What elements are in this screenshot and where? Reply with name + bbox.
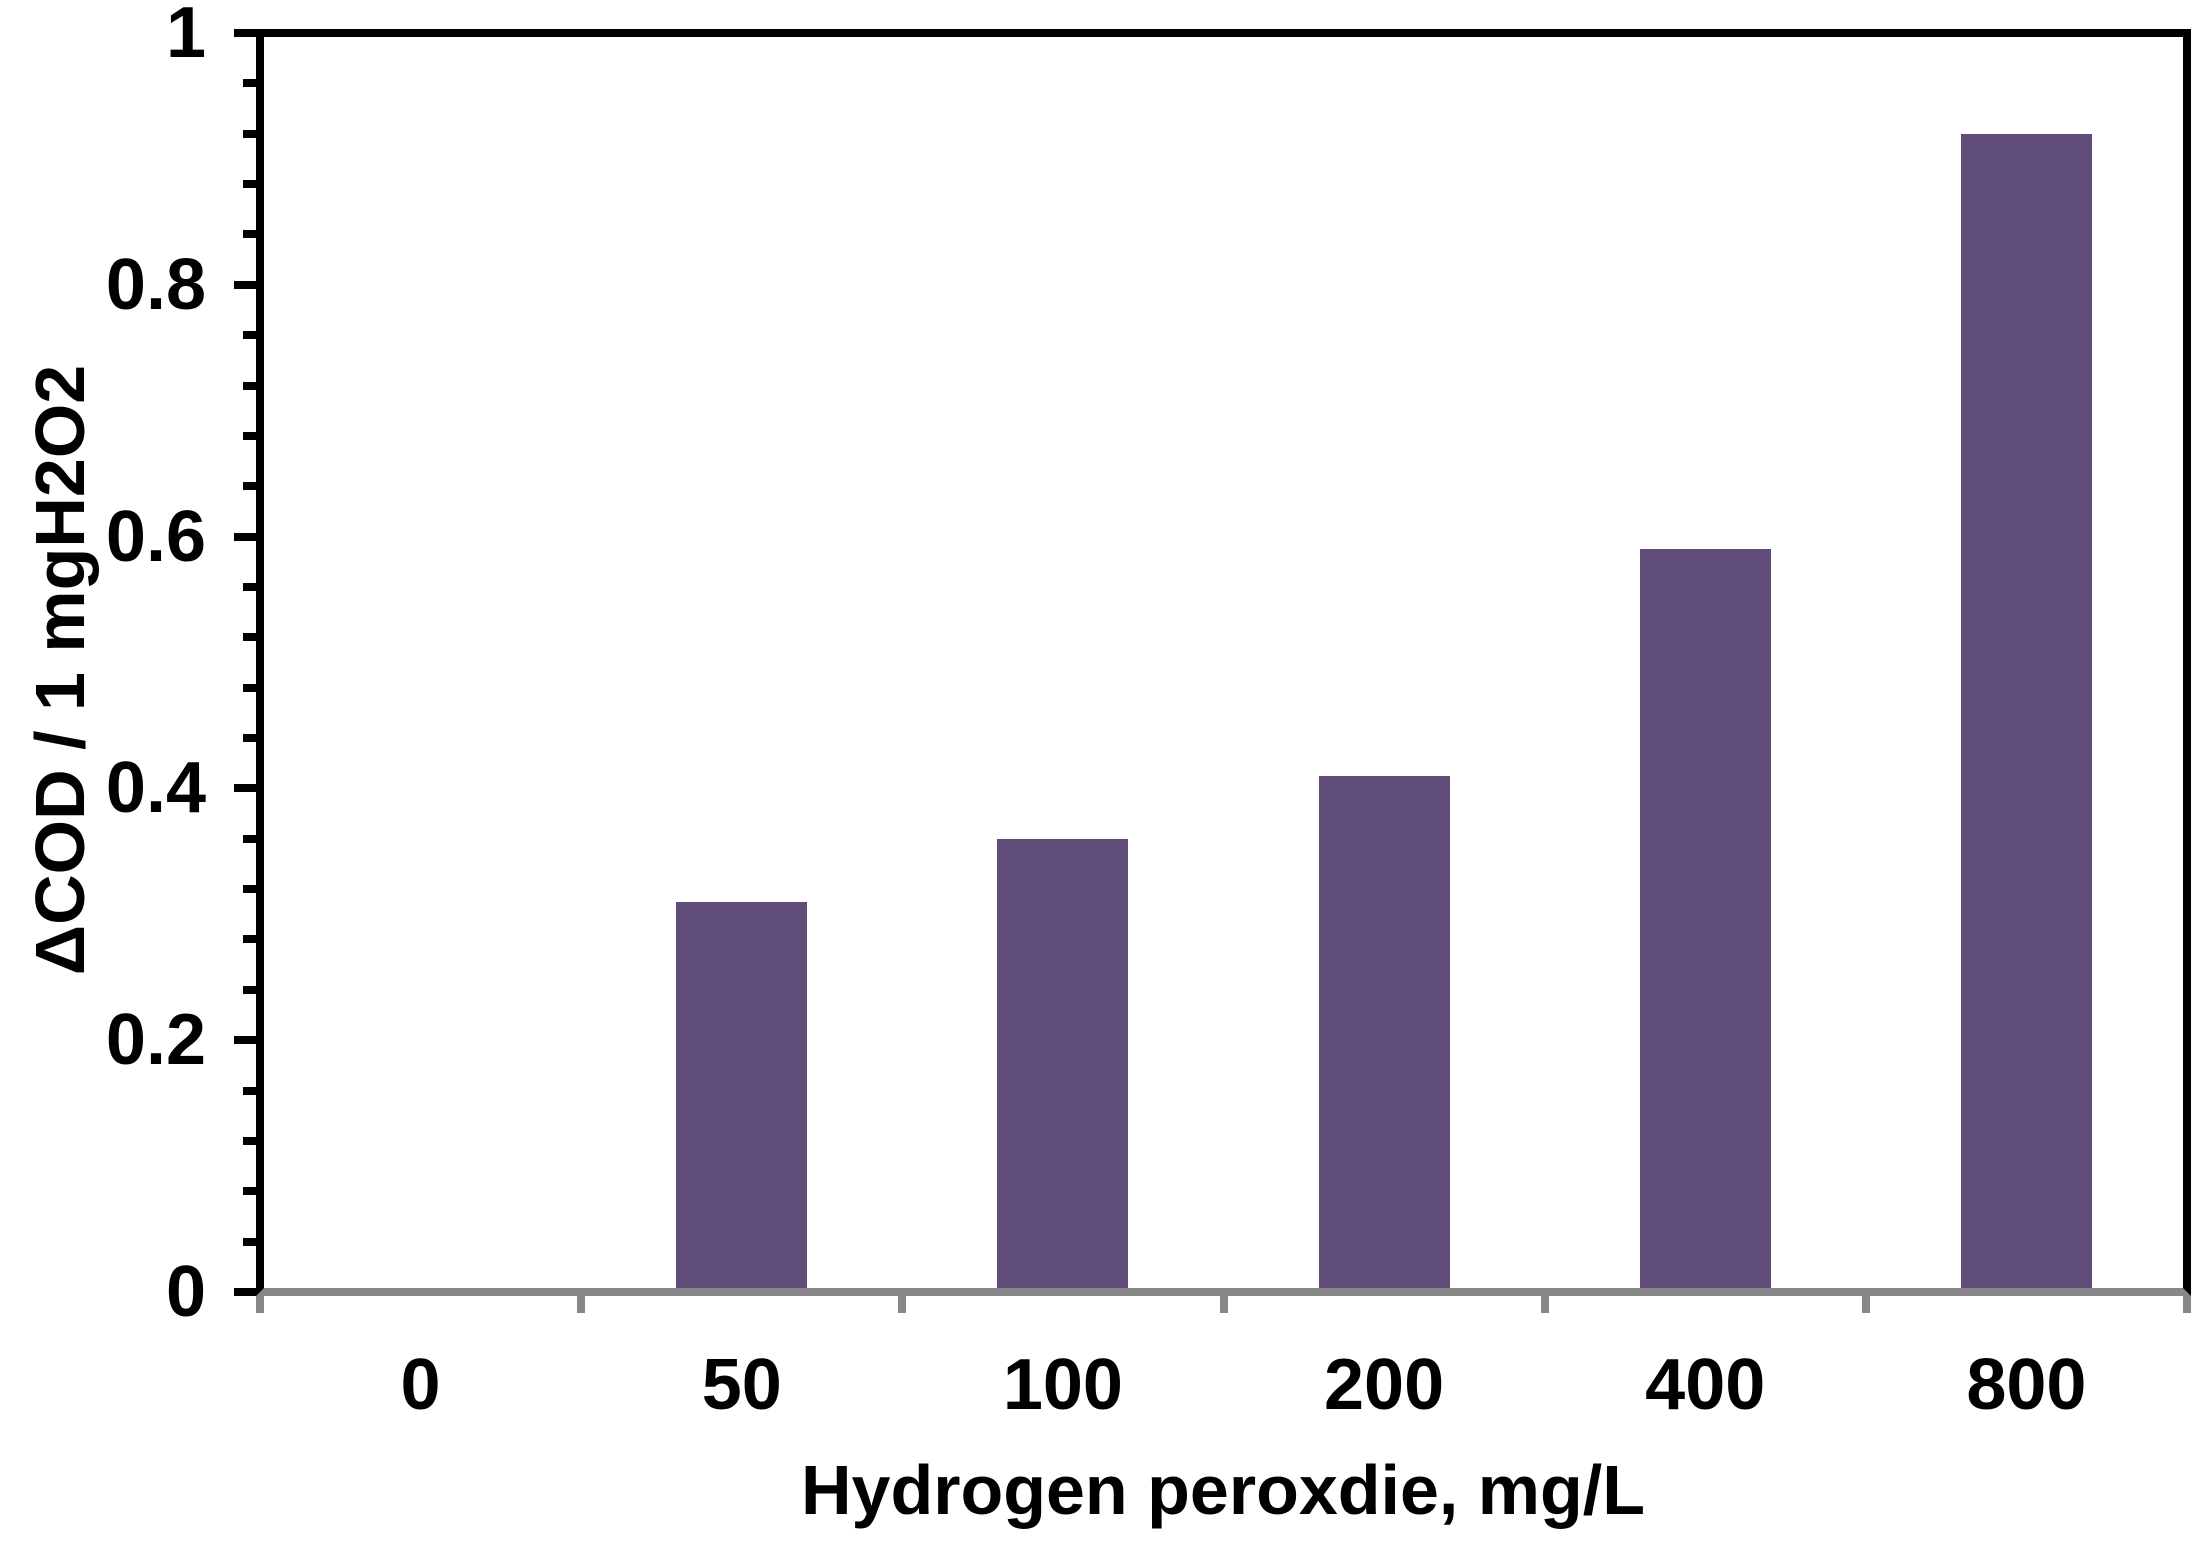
bar-50 xyxy=(676,901,808,1288)
y-minor-tick xyxy=(243,331,256,340)
plot-area xyxy=(256,29,2191,1296)
y-minor-tick xyxy=(243,885,256,894)
y-tick-label: 0.8 xyxy=(105,244,206,325)
x-tick xyxy=(1540,1296,1549,1313)
y-minor-tick xyxy=(243,985,256,994)
x-tick-label: 100 xyxy=(1002,1345,1123,1425)
y-minor-tick xyxy=(243,431,256,440)
y-minor-tick xyxy=(243,482,256,491)
x-tick-label: 0 xyxy=(400,1345,441,1425)
y-axis-title: ΔCOD / 1 mgH2O2 xyxy=(21,364,99,976)
y-minor-tick xyxy=(243,1086,256,1095)
y-minor-tick xyxy=(243,935,256,944)
x-tick xyxy=(1219,1296,1228,1313)
y-minor-tick xyxy=(243,1237,256,1246)
y-minor-tick xyxy=(243,79,256,88)
y-major-tick xyxy=(234,29,256,37)
y-minor-tick xyxy=(243,180,256,189)
x-tick-label: 800 xyxy=(1966,1345,2087,1425)
y-minor-tick xyxy=(243,683,256,692)
x-tick xyxy=(1861,1296,1870,1313)
y-tick-label: 0.4 xyxy=(105,748,206,829)
bar-400 xyxy=(1639,549,1771,1288)
y-minor-tick xyxy=(243,1187,256,1196)
y-major-tick xyxy=(234,532,256,541)
y-tick-label: 0.2 xyxy=(105,1000,206,1081)
y-tick-label: 0.6 xyxy=(105,496,206,577)
bar-200 xyxy=(1318,775,1450,1288)
y-minor-tick xyxy=(243,834,256,843)
x-tick-label: 400 xyxy=(1645,1345,1766,1425)
y-minor-tick xyxy=(243,129,256,138)
y-major-tick xyxy=(234,1036,256,1045)
y-minor-tick xyxy=(243,633,256,642)
y-tick-label: 0 xyxy=(165,1252,206,1332)
y-major-tick xyxy=(234,1288,256,1296)
x-tick-label: 200 xyxy=(1324,1345,1445,1425)
y-major-tick xyxy=(234,784,256,793)
x-tick xyxy=(577,1296,586,1313)
y-minor-tick xyxy=(243,230,256,239)
x-tick xyxy=(2183,1296,2191,1313)
y-minor-tick xyxy=(243,381,256,390)
x-tick xyxy=(898,1296,907,1313)
y-tick-label: 1 xyxy=(165,0,206,73)
y-major-tick xyxy=(234,280,256,289)
bar-800 xyxy=(1960,133,2092,1288)
x-tick-label: 50 xyxy=(701,1345,782,1425)
y-minor-tick xyxy=(243,1136,256,1145)
y-minor-tick xyxy=(243,582,256,591)
bar-100 xyxy=(997,838,1129,1288)
x-axis-title: Hydrogen peroxdie, mg/L xyxy=(801,1451,1645,1529)
x-tick xyxy=(256,1296,264,1313)
y-minor-tick xyxy=(243,734,256,743)
